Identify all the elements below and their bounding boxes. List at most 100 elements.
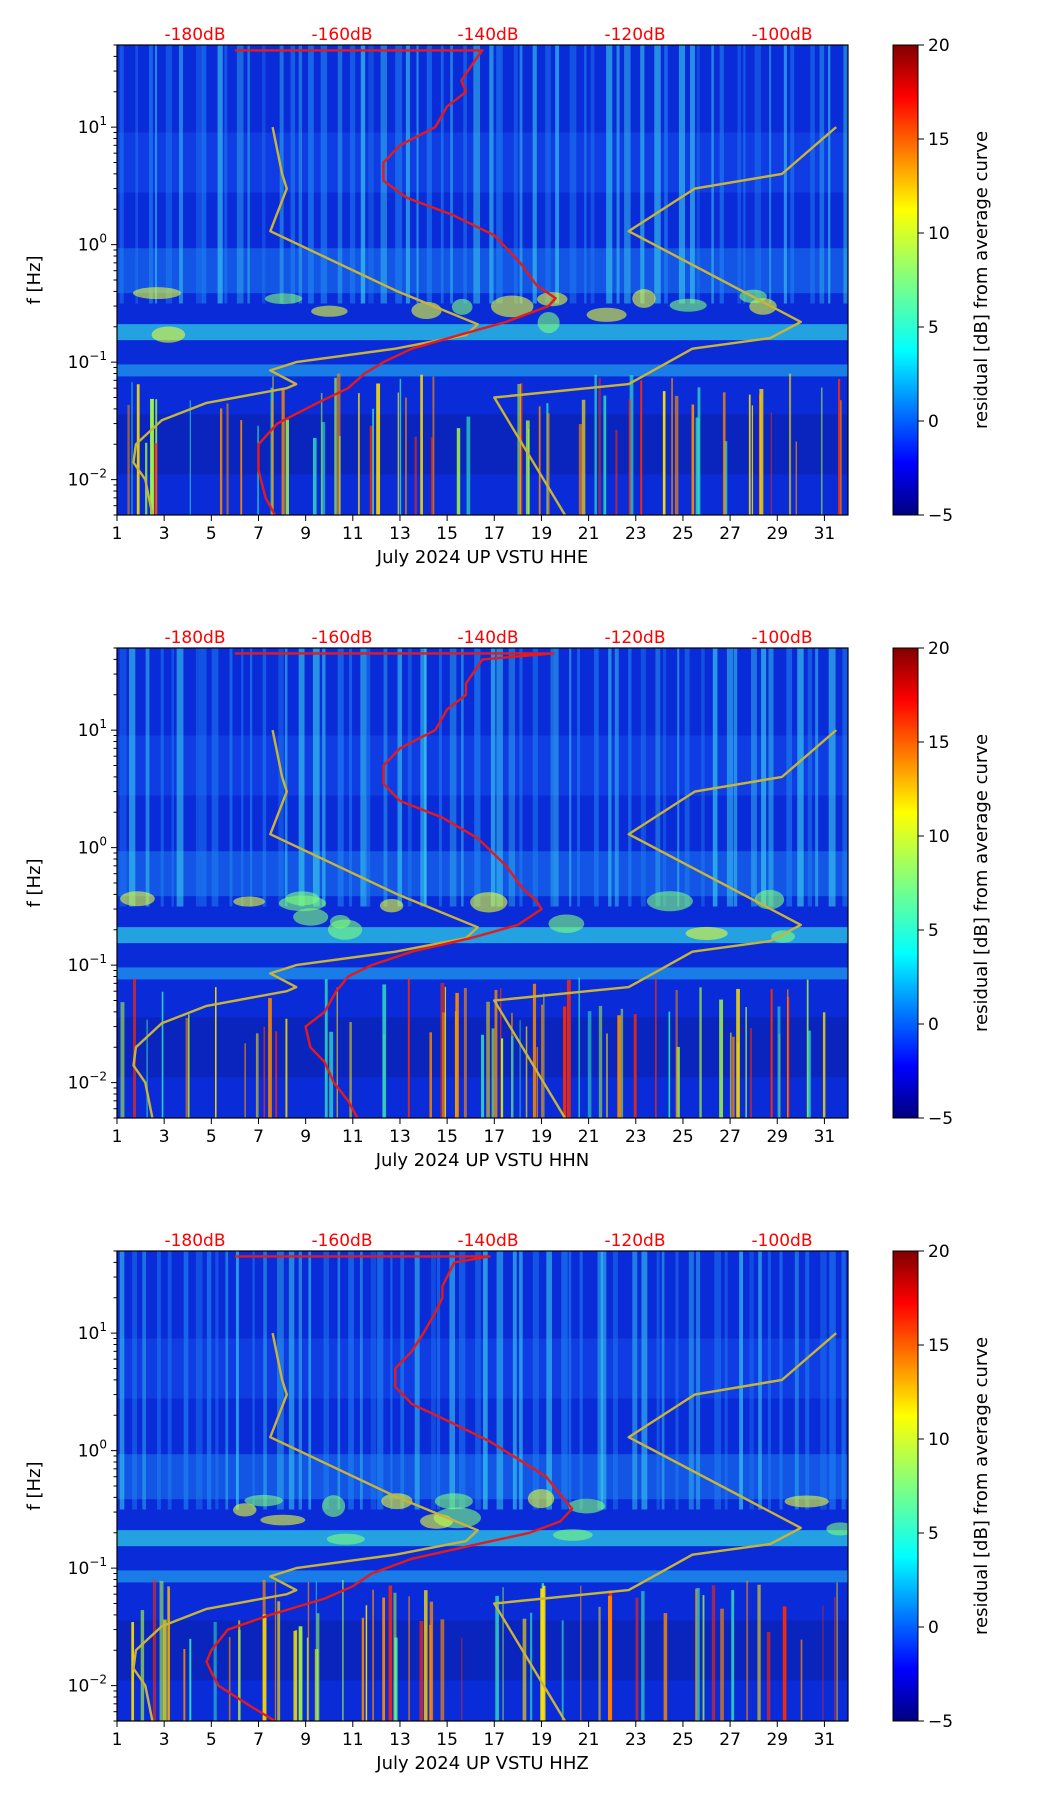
x-tick-label: 29 — [766, 524, 788, 544]
x-tick-label: 17 — [483, 524, 505, 544]
x-tick-label: 19 — [531, 524, 553, 544]
x-tick-label: 19 — [531, 1730, 553, 1750]
spectrogram-heatmap — [117, 45, 848, 515]
y-tick-label: 101 — [78, 1320, 107, 1344]
yellow-model-curve-left — [132, 126, 479, 515]
x-tick-label: 15 — [436, 1730, 458, 1750]
colorbar-tick-label: 5 — [928, 318, 939, 338]
x-tick-label: 11 — [342, 524, 364, 544]
x-tick-label: 11 — [342, 1730, 364, 1750]
top-db-label: -160dB — [311, 1231, 372, 1251]
spectrogram-heatmap — [117, 1251, 848, 1721]
colorbar-tick-label: 5 — [928, 921, 939, 941]
colorbar: −5 0 5 10 15 20 residual [dB] from average cur… — [892, 639, 992, 1129]
colorbar-tick-label: 15 — [928, 1336, 950, 1356]
y-tick-label: 100 — [78, 1438, 107, 1462]
x-tick-label: 23 — [625, 1730, 647, 1750]
x-tick-label: 21 — [578, 524, 600, 544]
x-tick-label: 7 — [253, 1127, 264, 1147]
top-db-label: -180dB — [164, 1231, 225, 1251]
x-tick-label: 31 — [814, 1127, 836, 1147]
x-axis-label: July 2024 UP VSTU HHE — [376, 547, 588, 568]
x-tick-label: 5 — [206, 1730, 217, 1750]
x-axis-label: July 2024 UP VSTU HHN — [375, 1150, 590, 1171]
top-db-label: -180dB — [164, 25, 225, 45]
top-db-label: -120dB — [604, 25, 665, 45]
y-tick-label: 10−2 — [68, 1070, 107, 1094]
colorbar-tick-label: 0 — [928, 412, 939, 432]
x-tick-label: 5 — [206, 1127, 217, 1147]
y-tick-label: 101 — [78, 717, 107, 741]
x-tick-label: 13 — [389, 1127, 411, 1147]
colorbar-tick-label: 10 — [928, 1430, 950, 1450]
x-tick-label: 17 — [483, 1730, 505, 1750]
colorbar-label: residual [dB] from average curve — [971, 734, 992, 1032]
x-tick-label: 25 — [672, 1127, 694, 1147]
x-tick-label: 3 — [159, 1730, 170, 1750]
colorbar-tick-label: 15 — [928, 733, 950, 753]
red-average-curve — [205, 1255, 574, 1721]
x-tick-label: 31 — [814, 524, 836, 544]
top-db-label: -100dB — [751, 25, 812, 45]
x-axis-label: July 2024 UP VSTU HHZ — [375, 1753, 588, 1774]
y-tick-label: 10−1 — [68, 1555, 107, 1579]
x-tick-label: 3 — [159, 524, 170, 544]
x-tick-label: 27 — [719, 1730, 741, 1750]
x-tick-label: 13 — [389, 524, 411, 544]
colorbar: −5 0 5 10 15 20 residual [dB] from average cur… — [892, 36, 992, 526]
colorbar-tick-label: 0 — [928, 1015, 939, 1035]
top-db-label: -100dB — [751, 1231, 812, 1251]
colorbar-tick-label: −5 — [928, 506, 953, 526]
x-tick-label: 15 — [436, 1127, 458, 1147]
x-tick-label: 13 — [389, 1730, 411, 1750]
x-tick-label: 21 — [578, 1730, 600, 1750]
y-tick-label: 101 — [78, 114, 107, 138]
top-db-label: -120dB — [604, 628, 665, 648]
y-tick-label: 10−1 — [68, 952, 107, 976]
x-tick-label: 19 — [531, 1127, 553, 1147]
yellow-model-curve-left — [132, 1332, 479, 1721]
top-db-label: -160dB — [311, 25, 372, 45]
yellow-model-curve-right — [493, 729, 837, 1118]
x-tick-label: 3 — [159, 1127, 170, 1147]
red-average-curve — [234, 49, 557, 515]
x-tick-label: 15 — [436, 524, 458, 544]
yellow-model-curve-right — [493, 126, 837, 515]
x-tick-label: 1 — [112, 524, 123, 544]
y-axis-label: f [Hz] — [24, 858, 45, 907]
x-tick-label: 23 — [625, 1127, 647, 1147]
top-db-label: -140dB — [457, 1231, 518, 1251]
x-tick-label: 17 — [483, 1127, 505, 1147]
colorbar-tick-label: 10 — [928, 224, 950, 244]
colorbar-tick-label: 15 — [928, 130, 950, 150]
x-tick-label: 9 — [300, 1127, 311, 1147]
y-tick-label: 100 — [78, 232, 107, 256]
colorbar-tick-label: 20 — [928, 639, 950, 659]
spectrogram-heatmap — [117, 648, 848, 1118]
x-tick-label: 27 — [719, 1127, 741, 1147]
x-tick-label: 25 — [672, 1730, 694, 1750]
y-tick-label: 10−2 — [68, 467, 107, 491]
y-tick-label: 10−2 — [68, 1673, 107, 1697]
x-tick-label: 29 — [766, 1127, 788, 1147]
y-axis-label: f [Hz] — [24, 255, 45, 304]
x-tick-label: 31 — [814, 1730, 836, 1750]
y-tick-label: 10−1 — [68, 349, 107, 373]
x-tick-label: 5 — [206, 524, 217, 544]
top-db-label: -100dB — [751, 628, 812, 648]
y-tick-label: 100 — [78, 835, 107, 859]
colorbar-tick-label: 20 — [928, 1242, 950, 1262]
colorbar-label: residual [dB] from average curve — [971, 131, 992, 429]
colorbar-tick-label: 0 — [928, 1618, 939, 1638]
yellow-model-curve-right — [493, 1332, 837, 1721]
x-tick-label: 9 — [300, 524, 311, 544]
colorbar-tick-label: 10 — [928, 827, 950, 847]
red-average-curve — [234, 652, 555, 1118]
x-tick-label: 7 — [253, 1730, 264, 1750]
colorbar-tick-label: 5 — [928, 1524, 939, 1544]
x-tick-label: 27 — [719, 524, 741, 544]
